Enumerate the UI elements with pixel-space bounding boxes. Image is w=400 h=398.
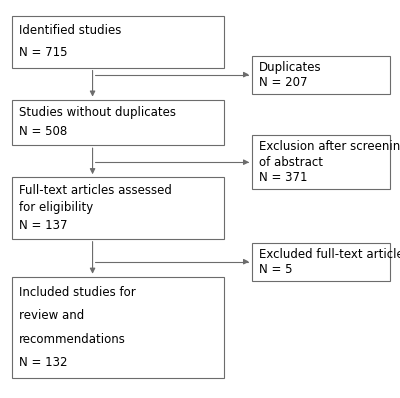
FancyBboxPatch shape [252,135,390,189]
FancyBboxPatch shape [12,100,224,145]
Text: N = 207: N = 207 [259,76,308,89]
FancyBboxPatch shape [12,177,224,239]
Text: Studies without duplicates: Studies without duplicates [19,106,176,119]
FancyBboxPatch shape [252,56,390,94]
Text: N = 132: N = 132 [19,356,68,369]
FancyBboxPatch shape [252,243,390,281]
Text: Identified studies: Identified studies [19,24,122,37]
Text: Exclusion after screening: Exclusion after screening [259,140,400,153]
Text: Excluded full-text articles: Excluded full-text articles [259,248,400,261]
Text: N = 715: N = 715 [19,46,68,59]
Text: Full-text articles assessed: Full-text articles assessed [19,183,172,197]
Text: of abstract: of abstract [259,156,323,169]
Text: review and: review and [19,309,84,322]
Text: Included studies for: Included studies for [19,286,136,299]
Text: recommendations: recommendations [19,333,126,345]
FancyBboxPatch shape [12,277,224,378]
Text: N = 508: N = 508 [19,125,68,139]
Text: Duplicates: Duplicates [259,60,322,74]
Text: N = 137: N = 137 [19,219,68,232]
Text: N = 5: N = 5 [259,263,293,276]
Text: N = 371: N = 371 [259,171,308,184]
Text: for eligibility: for eligibility [19,201,94,215]
FancyBboxPatch shape [12,16,224,68]
